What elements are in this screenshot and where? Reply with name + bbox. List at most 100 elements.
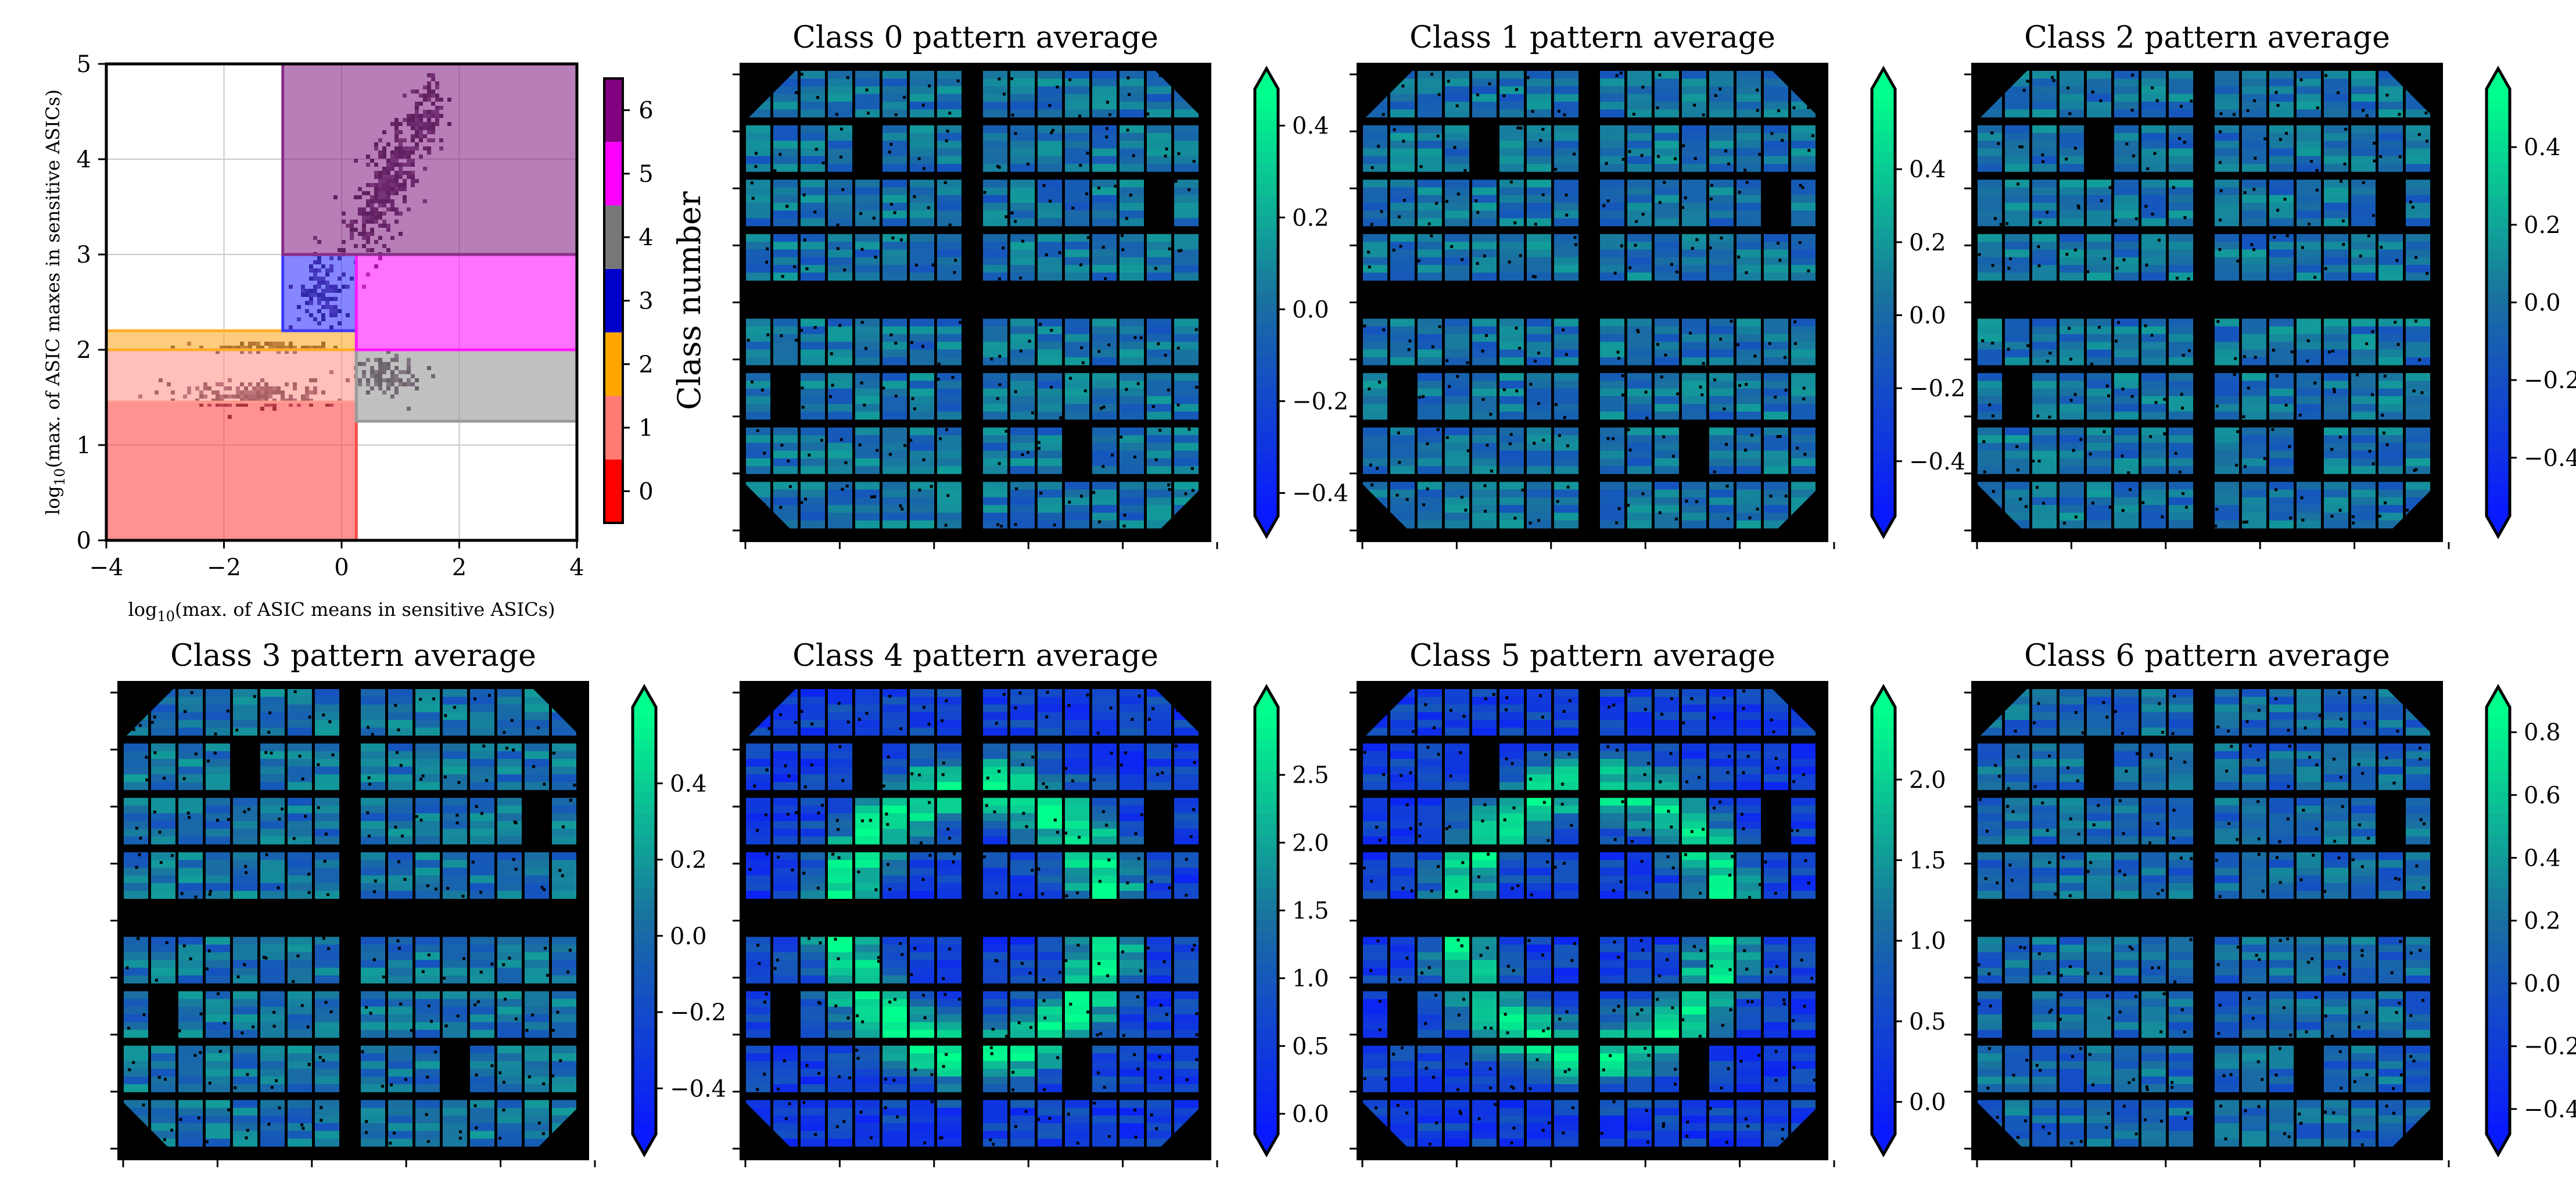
pixel-strip — [1147, 373, 1171, 381]
pixel-strip — [1038, 450, 1062, 459]
pixel-strip — [1120, 482, 1144, 490]
masked-pixel — [2242, 415, 2245, 418]
pixel-strip — [2297, 264, 2321, 273]
masked-pixel — [1566, 444, 1569, 447]
masked-pixel — [766, 333, 770, 336]
masked-pixel — [1664, 353, 1667, 357]
pixel-strip — [1554, 450, 1578, 459]
pixel-strip — [983, 218, 1007, 227]
pixel-strip — [1709, 125, 1734, 134]
pixel-strip — [2215, 489, 2239, 498]
pixel-strip — [2297, 125, 2321, 134]
masked-pixel — [137, 937, 140, 940]
pixel-strip — [2114, 218, 2139, 227]
masked-pixel — [142, 1013, 146, 1016]
pixel-strip — [1978, 141, 2002, 149]
colorbar-step — [1872, 366, 1895, 378]
pixel-strip — [937, 210, 961, 219]
masked-pixel — [1777, 109, 1781, 113]
pixel-strip — [882, 249, 907, 258]
pixel-strip — [1682, 497, 1706, 505]
masked-pixel — [1058, 251, 1061, 254]
pixel-strip — [2060, 326, 2084, 335]
pixel-strip — [361, 829, 385, 837]
masked-pixel — [1801, 186, 1804, 189]
masked-pixel — [836, 247, 839, 250]
pixel-strip — [1737, 435, 1761, 443]
pixel-strip — [2169, 234, 2193, 242]
pixel-strip — [1764, 141, 1788, 149]
pixel-strip — [1499, 234, 1524, 242]
pixel-strip — [828, 218, 852, 227]
colorbar-step — [2487, 110, 2510, 122]
pixel-strip — [1065, 505, 1089, 513]
pixel-strip — [828, 242, 852, 250]
pixel-strip — [1764, 272, 1788, 281]
pixel-strip — [1445, 109, 1469, 118]
masked-pixel — [329, 1010, 333, 1013]
masked-pixel — [1574, 243, 1577, 246]
masked-pixel — [998, 166, 1001, 169]
pixel-strip — [1010, 404, 1035, 412]
masked-pixel — [1430, 73, 1433, 76]
pixel-strip — [1174, 148, 1199, 157]
pixel-strip — [1764, 443, 1788, 451]
pixel-strip — [855, 342, 880, 350]
masked-pixel — [1456, 375, 1459, 378]
pixel-strip — [1764, 257, 1788, 266]
masked-pixel — [1537, 352, 1540, 355]
pixel-strip — [1600, 349, 1624, 358]
pixel-strip — [937, 458, 961, 467]
pixel-strip — [801, 512, 825, 521]
pixel-strip — [206, 821, 230, 829]
pixel-strip — [2269, 443, 2294, 451]
pixel-strip — [1010, 388, 1035, 397]
pixel-strip — [1038, 349, 1062, 358]
pixel-strip — [151, 1107, 175, 1116]
pixel-strip — [233, 704, 257, 713]
pixel-strip — [910, 156, 934, 164]
masked-pixel — [1695, 500, 1698, 503]
pixel-strip — [260, 689, 285, 697]
masked-pixel — [245, 871, 248, 874]
pixel-strip — [1418, 257, 1442, 266]
pixel-strip — [1978, 482, 2002, 490]
pixel-strip — [1174, 349, 1199, 358]
masked-pixel — [1037, 441, 1041, 444]
masked-pixel — [1533, 442, 1536, 445]
pixel-strip — [1527, 318, 1551, 327]
pixel-strip — [1147, 272, 1171, 281]
masked-pixel — [1098, 520, 1102, 523]
masked-pixel — [2121, 454, 2124, 458]
pixel-strip — [1527, 443, 1551, 451]
pixel-strip — [1092, 497, 1117, 505]
pixel-strip — [288, 798, 312, 806]
pixel-strip — [2141, 349, 2166, 358]
masked-pixel — [800, 501, 803, 504]
masked-pixel — [415, 815, 418, 818]
masked-pixel — [1002, 92, 1006, 96]
pixel-strip — [1363, 450, 1387, 459]
pixel-strip — [2032, 520, 2057, 529]
pixel-strip — [1120, 357, 1144, 365]
pixel-strip — [937, 520, 961, 529]
pixel-strip — [233, 1084, 257, 1092]
pixel-strip — [2269, 466, 2294, 474]
pixel-strip — [2351, 411, 2376, 420]
masked-pixel — [2426, 272, 2429, 275]
masked-pixel — [1363, 324, 1366, 328]
pixel-strip — [1627, 342, 1652, 350]
pixel-strip — [1978, 388, 2002, 397]
masked-pixel — [2076, 204, 2080, 207]
pattern-panel-0: Class 0 pattern average−0.4−0.20.00.20.4 — [733, 20, 1348, 549]
pixel-strip — [552, 829, 576, 837]
pixel-strip — [1174, 450, 1199, 459]
masked-pixel — [512, 858, 515, 861]
pixel-strip — [1065, 102, 1089, 110]
masked-pixel — [839, 127, 843, 131]
masked-pixel — [205, 967, 209, 971]
pixel-strip — [1554, 357, 1578, 365]
pixel-strip — [1065, 180, 1089, 188]
pixel-strip — [1038, 505, 1062, 513]
masked-pixel — [307, 873, 311, 876]
